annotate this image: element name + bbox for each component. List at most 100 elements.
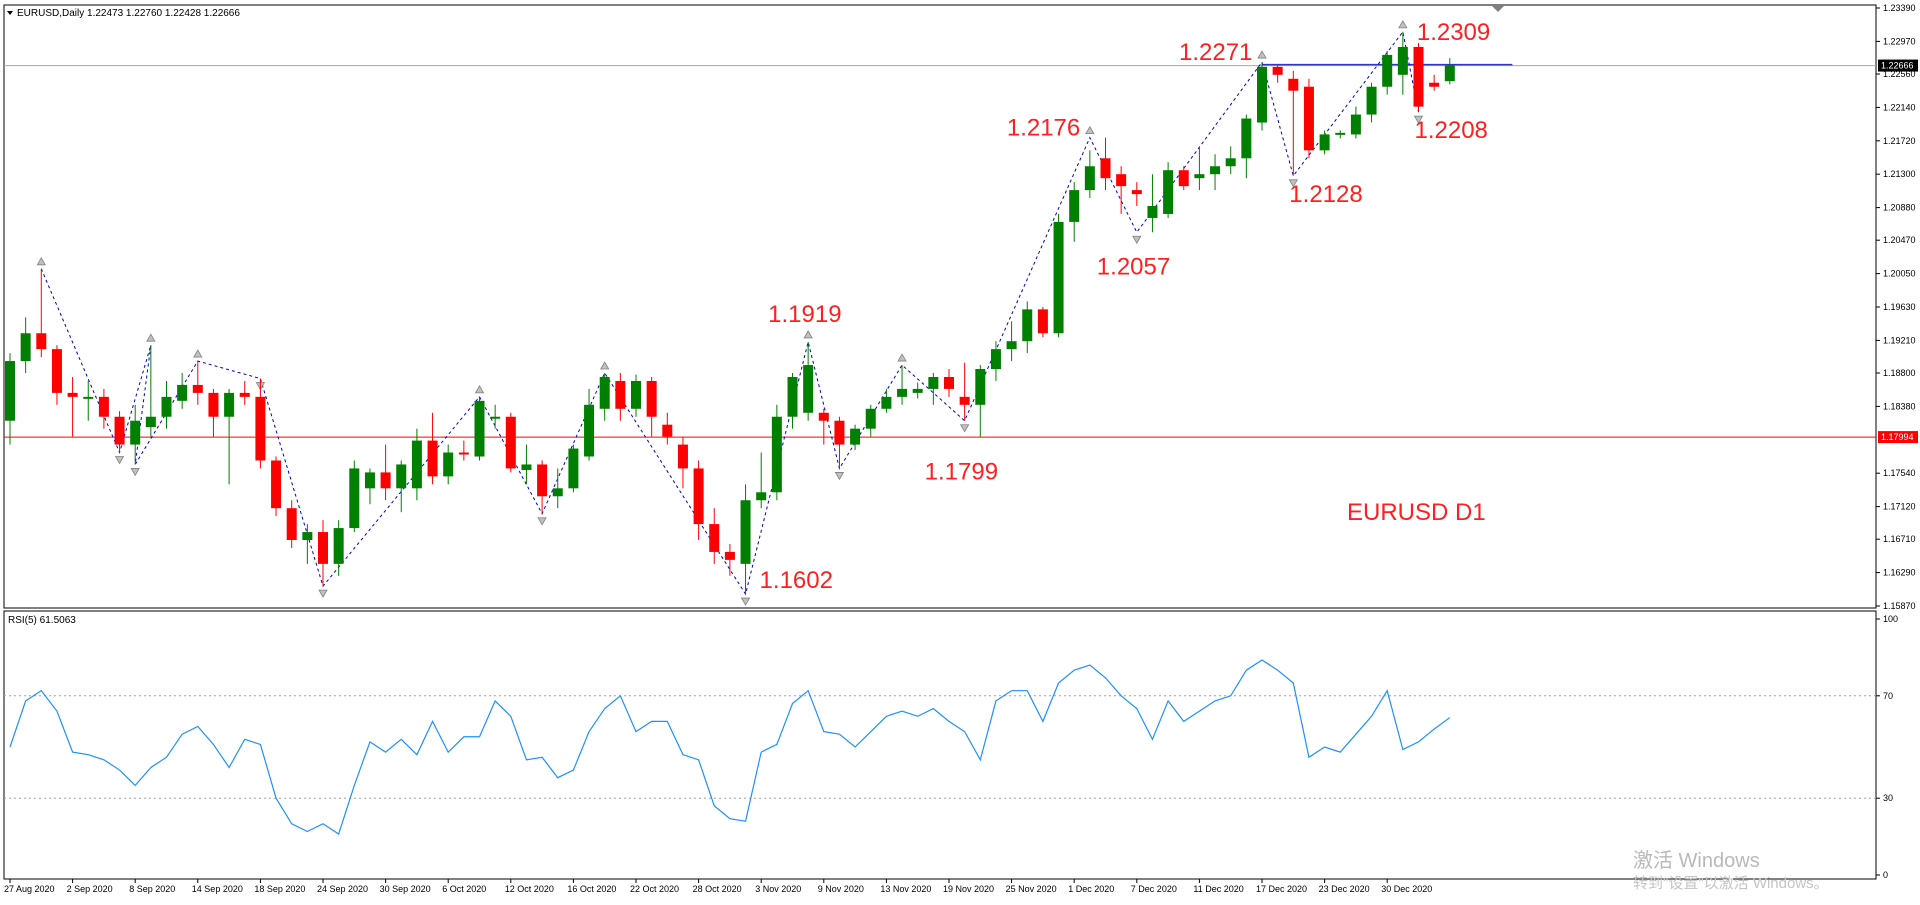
fractal-down-marker (834, 472, 845, 481)
time-tick-label: 18 Sep 2020 (254, 884, 305, 894)
fractal-down-marker (130, 468, 140, 477)
candle (928, 373, 939, 405)
candle (83, 380, 94, 421)
candle (490, 404, 501, 429)
candle (631, 374, 641, 417)
candle (1319, 130, 1330, 155)
candle (850, 424, 861, 451)
candle (1382, 50, 1393, 95)
candle-body (239, 392, 250, 397)
fractal-down-marker (740, 597, 751, 606)
candle (662, 412, 673, 445)
candle (1272, 64, 1283, 83)
candle-body (724, 551, 735, 560)
chart-shift-icon[interactable] (1492, 6, 1504, 12)
candle-body (411, 440, 422, 489)
candle (834, 416, 845, 469)
candle-body (1163, 170, 1174, 214)
fractal-up-marker (36, 257, 46, 266)
fractal-up-marker (1257, 50, 1267, 59)
candle (537, 460, 548, 514)
candle-body (1319, 134, 1330, 151)
candle (787, 373, 798, 429)
fractal-up-marker (474, 385, 485, 394)
candle-body (396, 464, 407, 489)
candle (881, 388, 892, 413)
price-tick-label: 1.15870 (1883, 601, 1916, 611)
candle-body (1037, 309, 1048, 334)
time-tick-label: 2 Sep 2020 (67, 884, 113, 894)
candle-body (286, 508, 297, 540)
time-tick-label: 11 Dec 2020 (1193, 884, 1243, 894)
candle-body (83, 396, 94, 399)
time-tick-label: 23 Dec 2020 (1319, 884, 1370, 894)
candle (990, 341, 1001, 381)
fractal-down-marker (114, 456, 125, 465)
candle-body (631, 380, 641, 409)
time-tick-label: 30 Dec 2020 (1381, 884, 1432, 894)
candle-body (928, 376, 939, 389)
candle-body (865, 408, 876, 429)
price-tick-label: 1.19210 (1883, 335, 1916, 345)
candle (505, 412, 516, 473)
candle (897, 365, 908, 405)
price-tick-label: 1.19630 (1883, 302, 1916, 312)
candle-body (192, 384, 203, 393)
swing-label: 1.2309 (1417, 19, 1490, 46)
fractal-up-marker (803, 330, 813, 339)
rsi-tick-label: 0 (1883, 870, 1888, 880)
candle (756, 452, 767, 509)
candle (912, 382, 923, 399)
time-tick-label: 27 Aug 2020 (4, 884, 55, 894)
candle (1429, 74, 1440, 91)
candle-body (271, 460, 282, 509)
candle (1350, 106, 1361, 139)
candle-body (318, 532, 328, 564)
fractal-down-marker (1288, 179, 1298, 188)
candle-body (1366, 86, 1377, 115)
candle (1100, 137, 1111, 191)
price-axis: 1.23390 1.22970 1.22560 1.22140 1.21720 1.213… (1876, 3, 1916, 611)
time-tick-label: 19 Nov 2020 (943, 884, 994, 894)
candle (771, 404, 782, 501)
time-tick-label: 9 Nov 2020 (818, 884, 864, 894)
candle-body (1335, 132, 1346, 135)
candle (1147, 174, 1158, 233)
candle (1194, 146, 1205, 191)
price-tick-label: 1.20470 (1883, 235, 1916, 245)
candle (1288, 70, 1299, 176)
time-tick-label: 7 Dec 2020 (1131, 884, 1177, 894)
candle (1413, 42, 1424, 113)
time-tick-label: 3 Nov 2020 (755, 884, 801, 894)
candle-body (1257, 66, 1267, 123)
candle (145, 345, 156, 437)
candle-body (677, 444, 688, 469)
candle-body (380, 472, 391, 489)
candle (944, 369, 954, 397)
collapse-triangle-icon[interactable] (7, 11, 13, 15)
swing-label: 1.2057 (1097, 253, 1170, 280)
candlestick-series (5, 31, 1455, 595)
price-tick-label: 1.20050 (1883, 269, 1916, 279)
candle (1257, 62, 1267, 131)
candle (239, 380, 250, 405)
price-tick-label: 1.21720 (1883, 136, 1916, 146)
candle (51, 345, 62, 405)
candle-body (1382, 54, 1393, 87)
candle-body (881, 396, 892, 409)
candle-body (1225, 158, 1236, 167)
swing-label: 1.1919 (768, 301, 841, 328)
candle (1006, 321, 1017, 362)
candle-body (1022, 309, 1033, 342)
price-tick-label: 1.23390 (1883, 3, 1916, 13)
candle (1303, 78, 1314, 159)
candle (411, 428, 422, 501)
candle (318, 520, 328, 587)
candle-body (1194, 174, 1205, 179)
candle (521, 444, 532, 485)
candle (208, 388, 219, 437)
candle (333, 520, 344, 576)
candle-body (1210, 166, 1221, 175)
candle-body (1288, 78, 1299, 91)
candle (1225, 146, 1236, 175)
